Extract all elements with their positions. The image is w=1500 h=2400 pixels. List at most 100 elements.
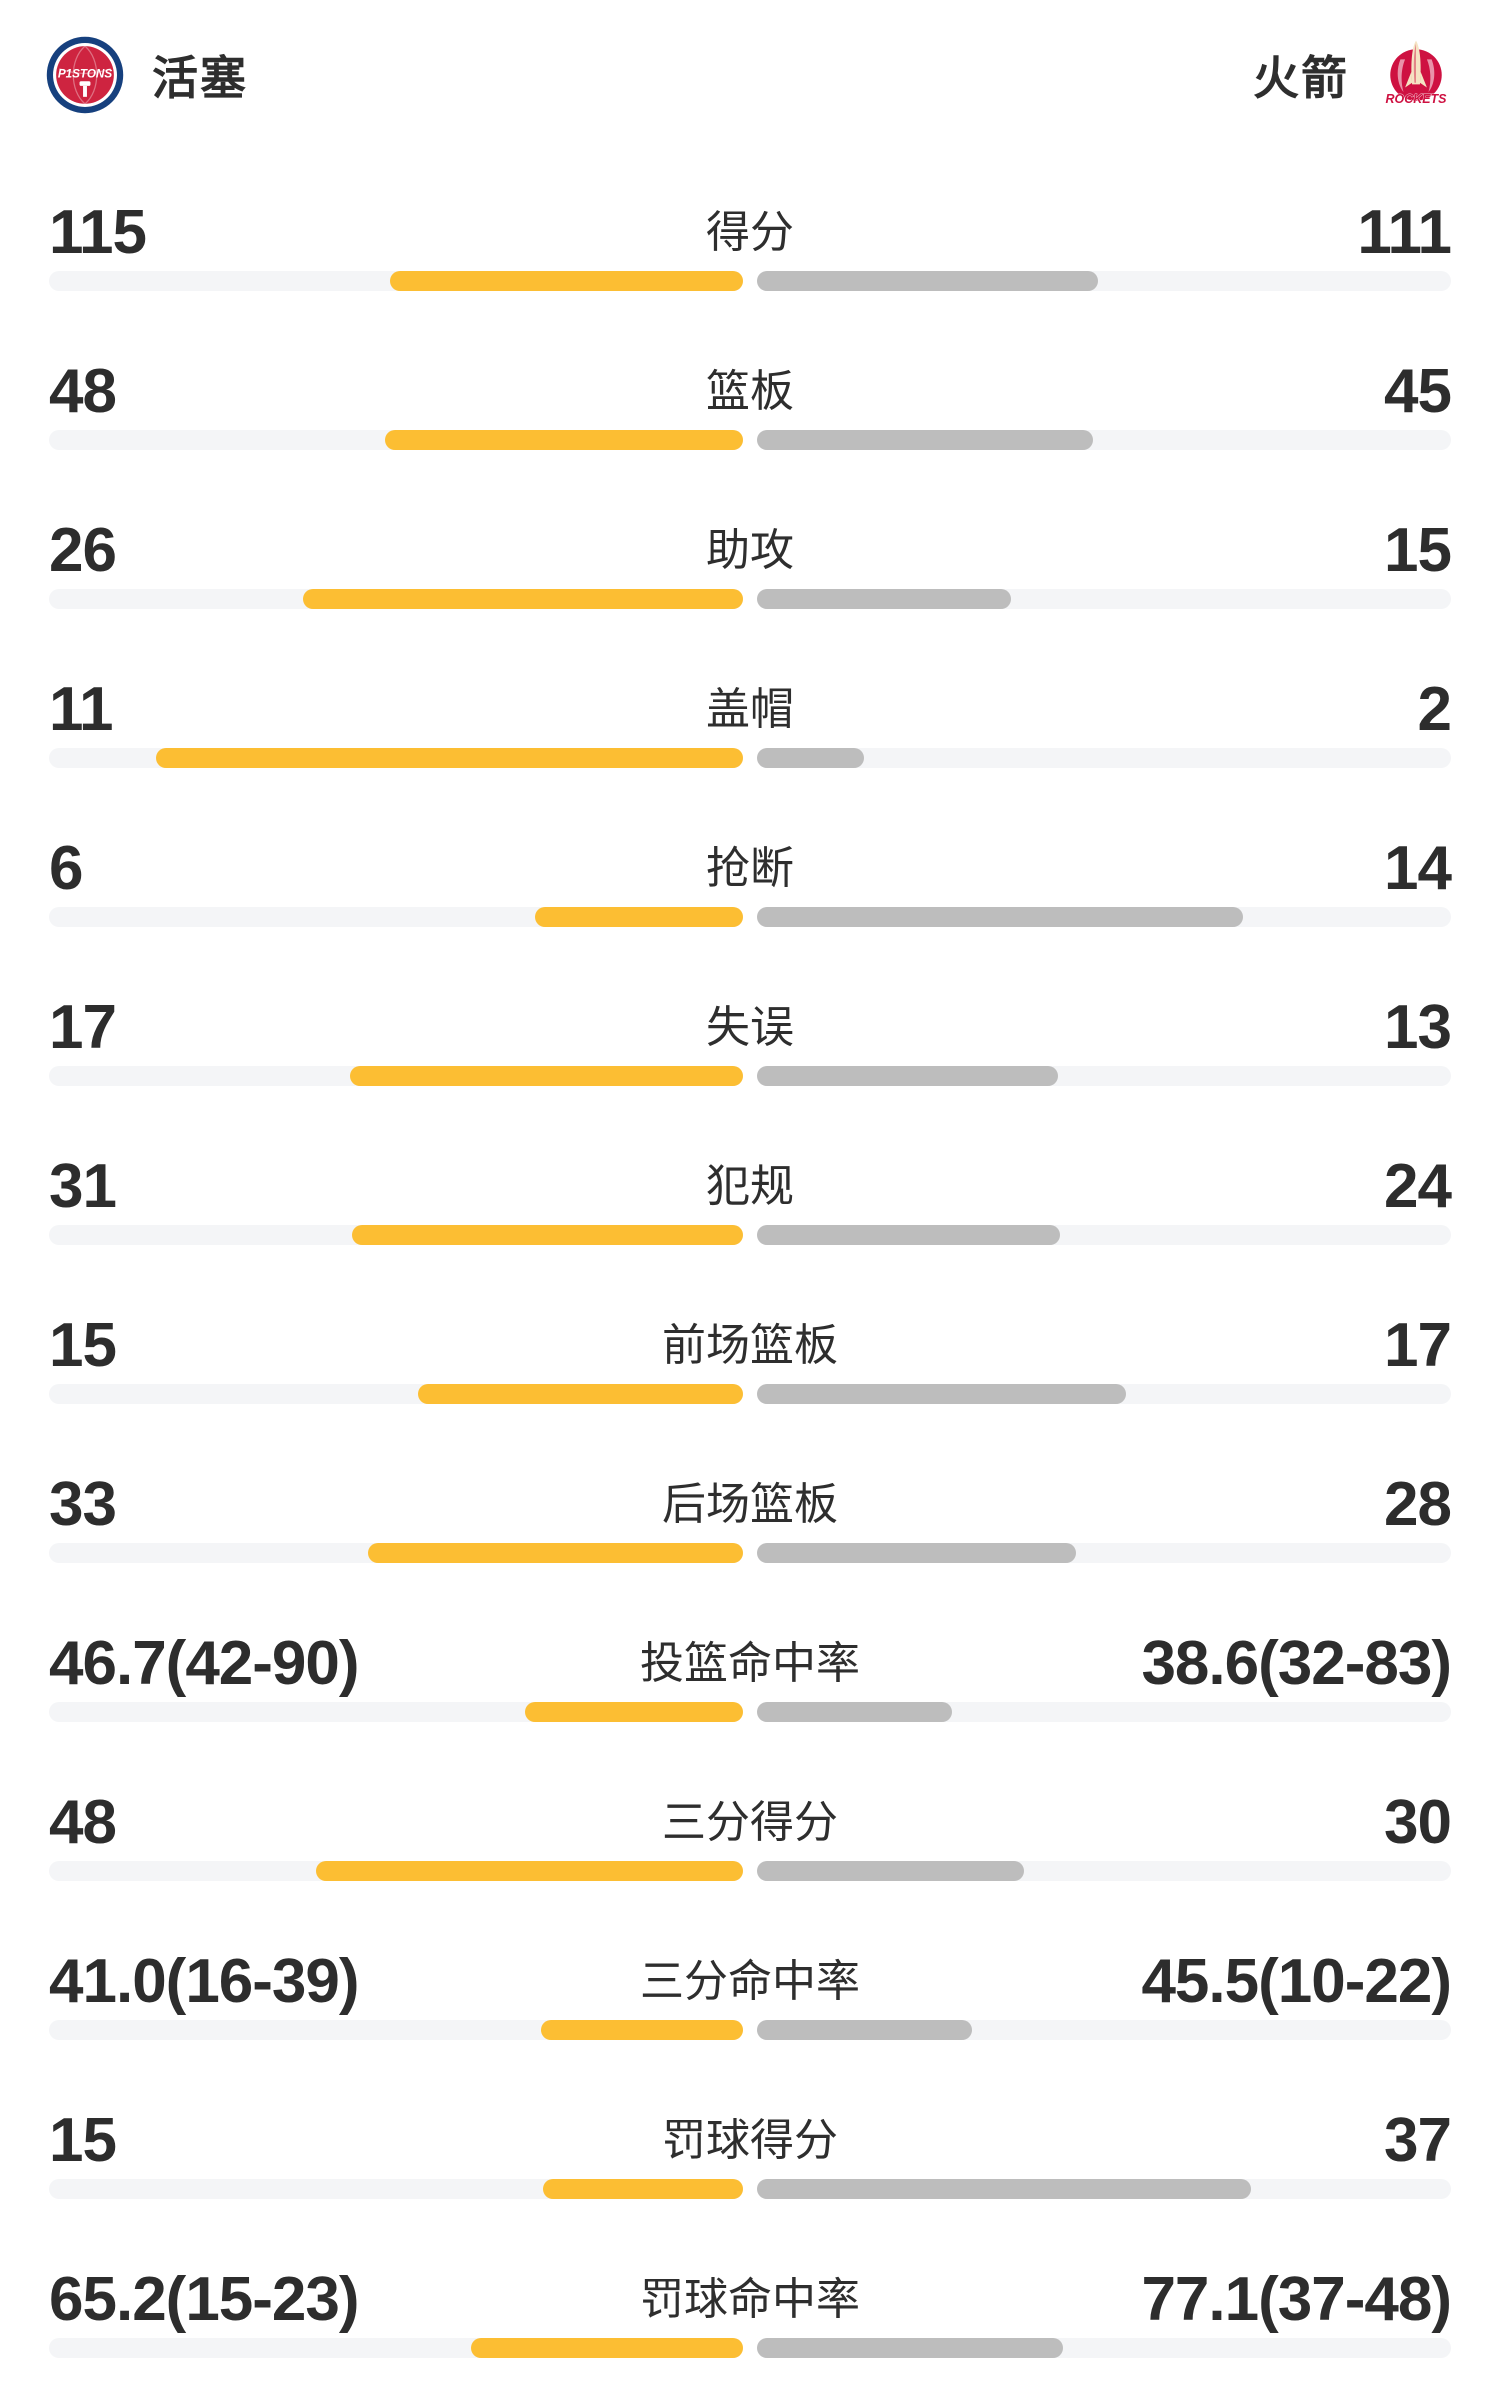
away-stat-value: 17 [1384,1311,1452,1380]
stat-bars [49,1702,1451,1722]
home-stat-value: 33 [49,1470,117,1539]
away-stat-value: 38.6(32-83) [1141,1629,1452,1698]
stat-row: 31 犯规 24 [49,1152,1452,1245]
away-bar-fill [757,589,1011,609]
stat-label: 三分得分 [662,1798,838,1847]
home-stat-value: 11 [49,675,114,744]
home-bar-fill [541,2020,743,2040]
home-bar-fill [542,2179,743,2199]
stat-label: 犯规 [706,1162,794,1211]
home-bar-track [49,1066,743,1086]
home-bar-fill [315,1861,743,1881]
home-bar-track [49,2179,743,2199]
home-bar-fill [417,1384,743,1404]
away-stat-value: 15 [1384,516,1452,585]
home-bar-track [49,1543,743,1563]
stat-bars [49,2020,1451,2040]
svg-text:ROCKETS: ROCKETS [1386,92,1448,106]
away-bar-track [757,2020,1451,2040]
rockets-logo-icon: ROCKETS [1385,40,1448,106]
away-bar-fill [757,2020,972,2040]
away-bar-fill [757,748,864,768]
stat-bars [49,1384,1451,1404]
home-bar-fill [384,430,743,450]
stat-row-head: 33 后场篮板 28 [49,1470,1452,1539]
away-bar-fill [757,1384,1126,1404]
away-bar-track [757,1384,1451,1404]
stat-row-head: 48 三分得分 30 [49,1788,1452,1857]
home-stat-value: 31 [49,1152,117,1221]
away-stat-value: 30 [1384,1788,1452,1857]
stat-row: 48 三分得分 30 [49,1788,1452,1881]
stat-row: 33 后场篮板 28 [49,1470,1452,1563]
stat-label: 失误 [706,1003,794,1052]
away-bar-track [757,2179,1451,2199]
away-bar-fill [757,1066,1058,1086]
away-stat-value: 28 [1384,1470,1452,1539]
home-bar-track [49,589,743,609]
stat-bars [49,589,1451,609]
away-stat-value: 37 [1384,2106,1452,2175]
home-stat-value: 15 [49,1311,117,1380]
away-bar-track [757,430,1451,450]
home-stat-value: 15 [49,2106,117,2175]
stat-row: 6 抢断 14 [49,834,1452,927]
home-bar-track [49,907,743,927]
away-bar-fill [757,907,1243,927]
away-bar-track [757,1066,1451,1086]
home-team: P1STONS 活塞 [46,36,248,114]
stat-row: 115 得分 111 [49,198,1452,291]
away-bar-fill [757,2179,1251,2199]
stat-label: 罚球得分 [662,2116,838,2165]
away-bar-track [757,907,1451,927]
away-bar-track [757,271,1451,291]
home-bar-fill [351,1225,743,1245]
stat-bars [49,907,1451,927]
home-bar-track [49,1225,743,1245]
away-bar-fill [757,2338,1064,2358]
home-bar-track [49,430,743,450]
home-bar-fill [389,271,743,291]
home-stat-value: 46.7(42-90) [49,1629,360,1698]
away-bar-fill [757,1543,1076,1563]
home-bar-fill [534,907,743,927]
svg-text:P1STONS: P1STONS [58,67,113,80]
stat-row-head: 65.2(15-23) 罚球命中率 77.1(37-48) [49,2267,1452,2333]
home-bar-fill [349,1066,743,1086]
away-bar-fill [757,1225,1060,1245]
away-stat-value: 24 [1384,1152,1452,1221]
away-stat-value: 45.5(10-22) [1141,1947,1452,2016]
home-bar-track [49,748,743,768]
home-stat-value: 48 [49,357,117,426]
stat-row-head: 31 犯规 24 [49,1152,1452,1221]
stat-bars [49,2179,1451,2199]
stat-row: 41.0(16-39) 三分命中率 45.5(10-22) [49,1947,1452,2040]
away-stat-value: 13 [1384,993,1452,1062]
stat-row: 46.7(42-90) 投篮命中率 38.6(32-83) [49,1629,1452,1722]
stat-row-head: 17 失误 13 [49,993,1452,1062]
stat-bars [49,271,1451,291]
home-stat-value: 17 [49,993,117,1062]
stat-bars [49,1066,1451,1086]
match-header: P1STONS 活塞 火箭 ROCKETS [0,0,1500,114]
stat-bars [49,430,1451,450]
away-team-name: 火箭 [1253,52,1349,104]
away-stat-value: 14 [1384,834,1452,903]
away-bar-track [757,1702,1451,1722]
home-team-name: 活塞 [152,52,248,104]
home-stat-value: 26 [49,516,117,585]
stat-bars [49,1225,1451,1245]
away-bar-fill [757,271,1098,291]
stat-row-head: 26 助攻 15 [49,516,1452,585]
stat-row-head: 48 篮板 45 [49,357,1452,426]
home-stat-value: 115 [49,198,147,267]
away-bar-track [757,589,1451,609]
home-bar-track [49,2020,743,2040]
away-bar-fill [757,1861,1024,1881]
home-bar-fill [524,1702,743,1722]
stat-row: 11 盖帽 2 [49,675,1452,768]
away-stat-value: 2 [1417,675,1452,744]
stat-bars [49,1543,1451,1563]
away-stat-value: 111 [1357,198,1452,267]
